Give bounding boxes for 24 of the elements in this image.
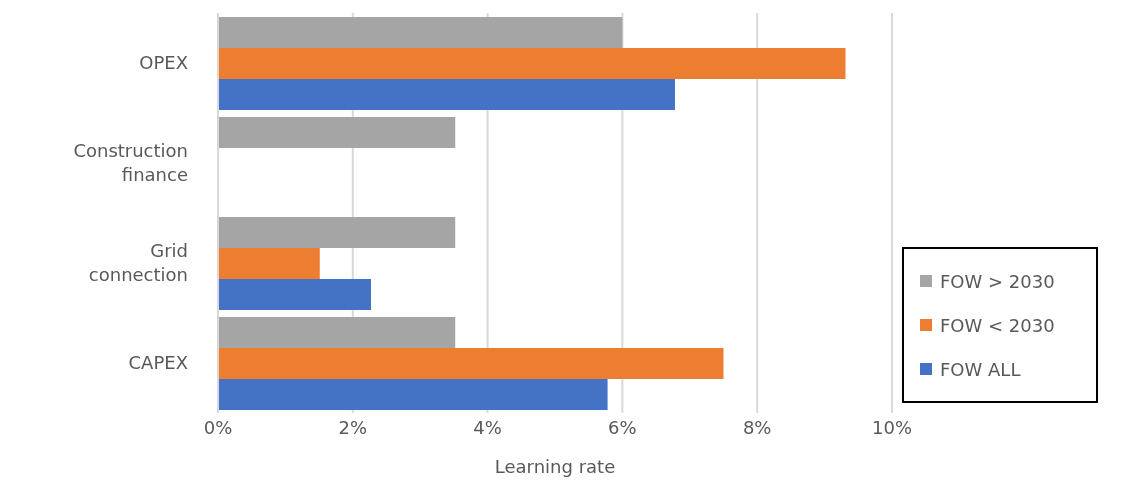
x-axis-title: Learning rate	[494, 456, 616, 477]
x-tick-label: 8%	[742, 416, 772, 438]
legend-label: FOW > 2030	[940, 270, 1055, 292]
bar	[218, 17, 623, 48]
bar	[218, 79, 675, 110]
bar	[218, 117, 456, 148]
y-tick-label: CAPEX	[128, 352, 188, 373]
y-tick-label: Grid connection	[88, 240, 188, 285]
bar	[218, 217, 456, 248]
bar	[218, 348, 724, 379]
x-tick-label: 4%	[473, 416, 502, 438]
bar	[218, 379, 608, 410]
y-tick-label: Construction finance	[73, 140, 188, 185]
bar	[218, 248, 320, 279]
bar	[218, 48, 846, 79]
x-tick-label: 2%	[338, 416, 368, 438]
bar	[218, 317, 456, 348]
x-tick-label: 10%	[871, 416, 913, 438]
x-tick-label: 6%	[608, 416, 637, 438]
legend-label: FOW ALL	[940, 358, 1021, 380]
bar	[218, 279, 371, 310]
y-tick-label: OPEX	[139, 52, 188, 73]
x-tick-label: 0%	[203, 416, 233, 438]
legend-label: FOW < 2030	[940, 314, 1055, 336]
